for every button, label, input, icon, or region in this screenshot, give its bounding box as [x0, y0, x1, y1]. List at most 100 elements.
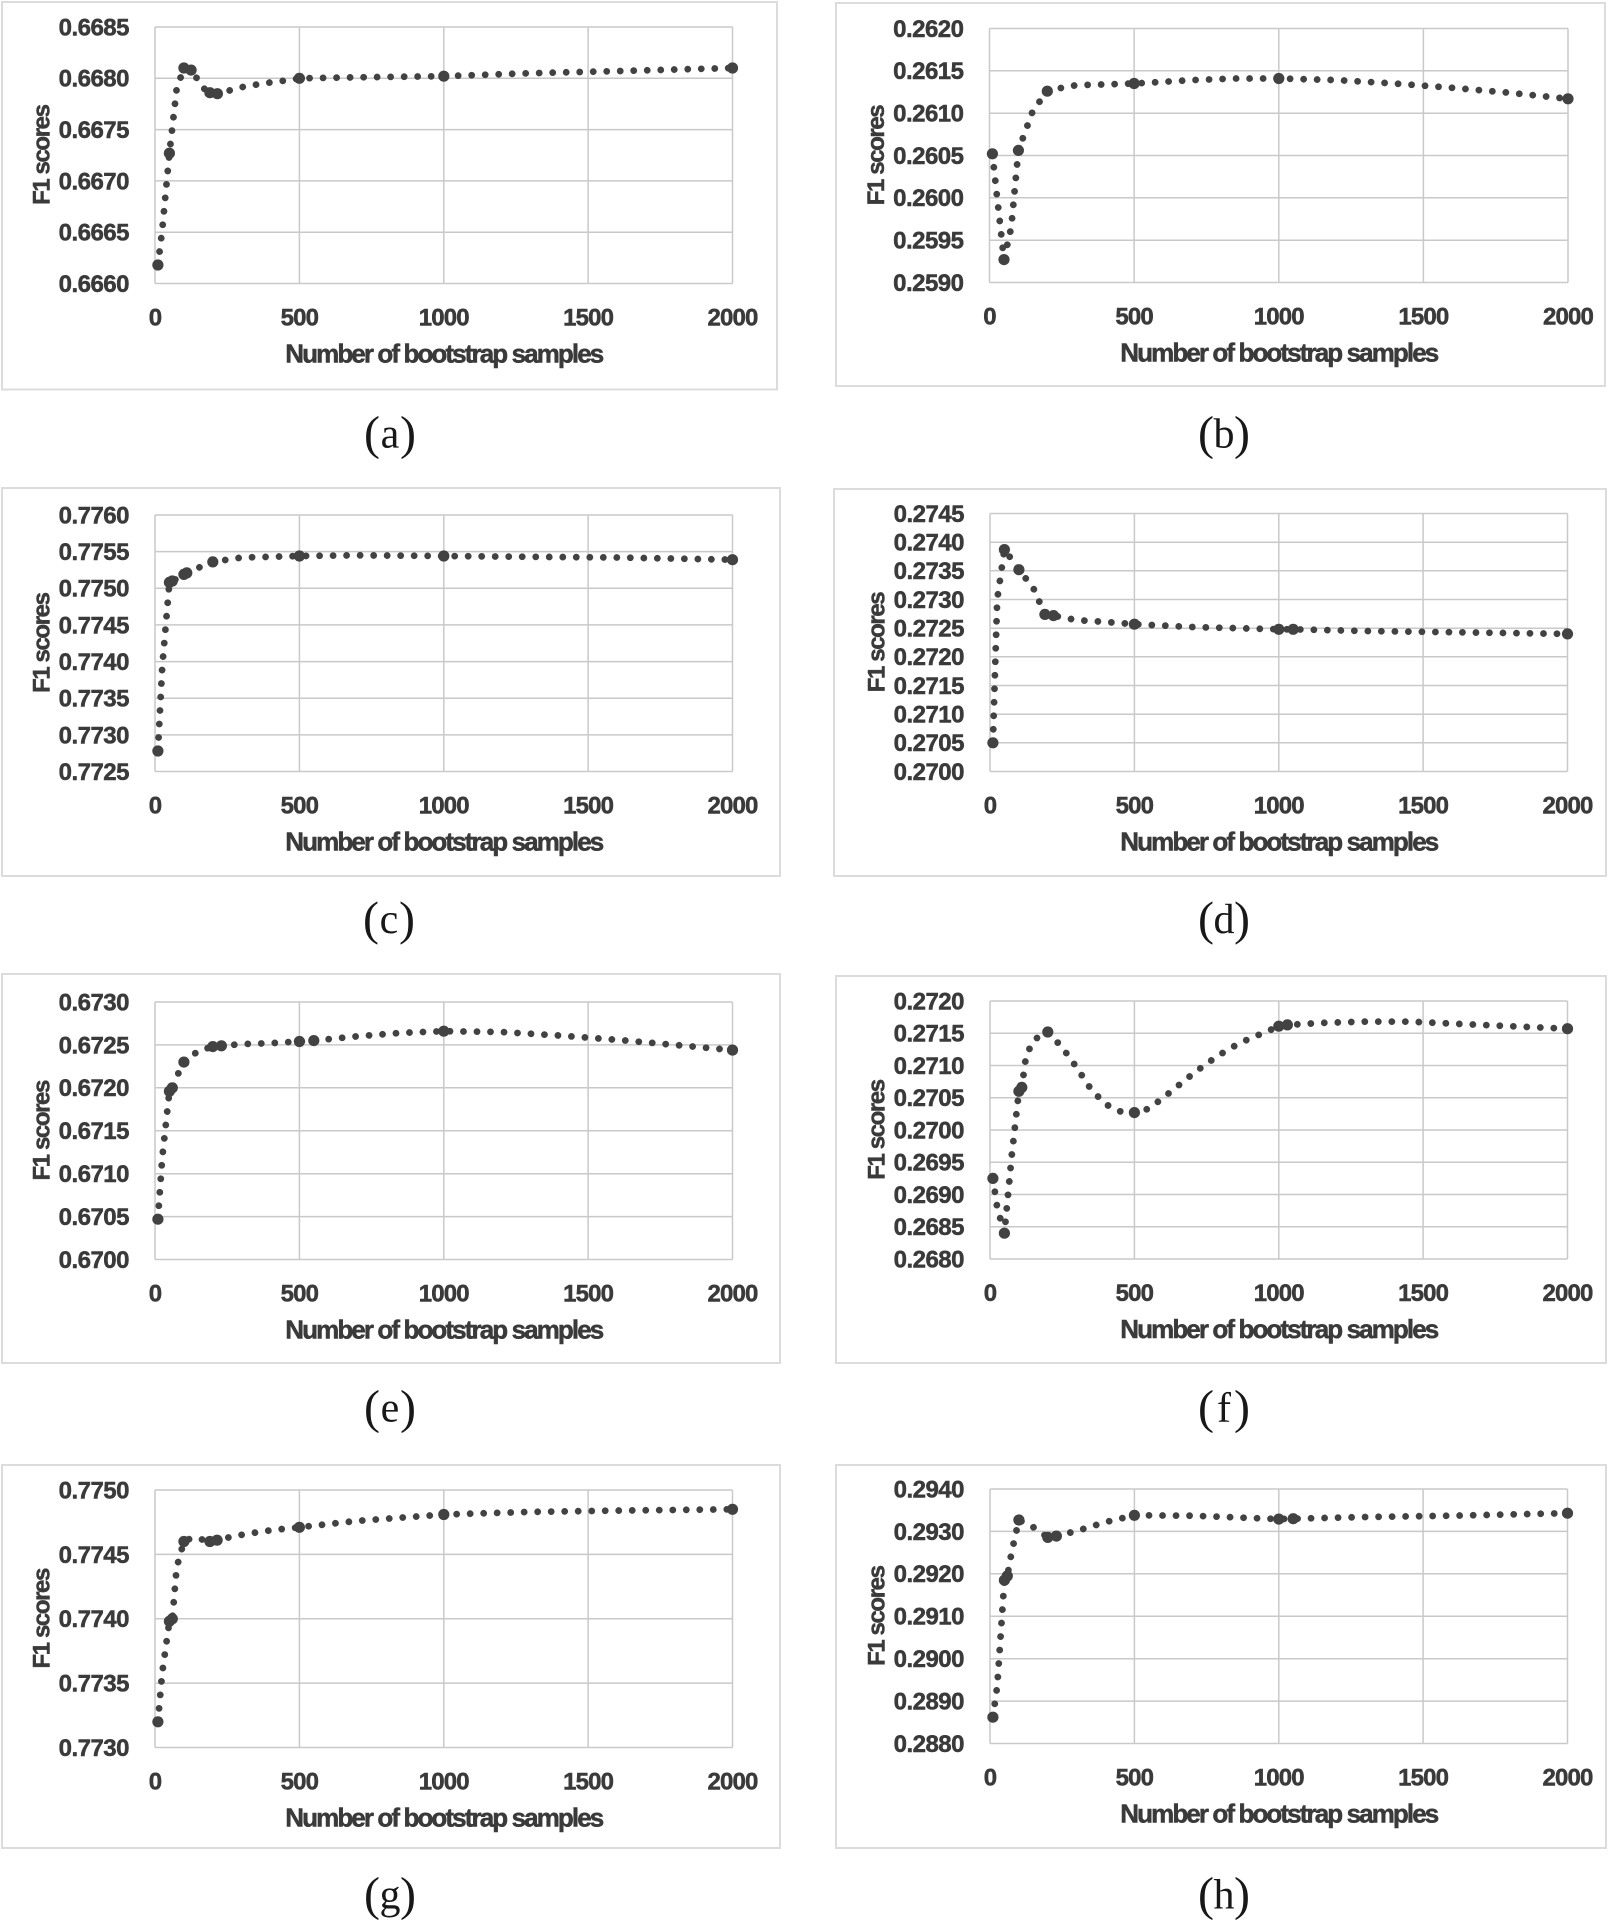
svg-text:0.2910: 0.2910 [894, 1604, 965, 1631]
svg-text:2000: 2000 [1543, 304, 1593, 331]
svg-text:Number of bootstrap samples: Number of bootstrap samples [285, 339, 604, 369]
svg-text:0.2685: 0.2685 [894, 1214, 965, 1241]
svg-text:2000: 2000 [708, 1281, 758, 1308]
svg-text:0.7745: 0.7745 [59, 1542, 130, 1569]
svg-text:(: ( [1198, 407, 1214, 460]
svg-text:500: 500 [1115, 304, 1153, 331]
svg-text:d: d [1214, 897, 1235, 943]
svg-text:0.2700: 0.2700 [894, 1117, 965, 1144]
svg-text:1000: 1000 [419, 305, 469, 332]
svg-text:0.7745: 0.7745 [59, 612, 130, 639]
svg-text:0.2710: 0.2710 [894, 702, 965, 729]
svg-text:0.2900: 0.2900 [894, 1646, 965, 1673]
svg-text:0.2710: 0.2710 [894, 1053, 965, 1080]
svg-text:1000: 1000 [1254, 1280, 1304, 1307]
svg-text:F1 scores: F1 scores [28, 592, 55, 693]
svg-text:0.6675: 0.6675 [59, 117, 130, 144]
svg-text:Number of bootstrap samples: Number of bootstrap samples [1120, 1799, 1439, 1829]
svg-text:2000: 2000 [708, 305, 758, 332]
svg-text:0.6660: 0.6660 [59, 271, 130, 298]
svg-text:0: 0 [984, 793, 997, 820]
svg-text:0.7735: 0.7735 [59, 686, 130, 713]
svg-text:0.2720: 0.2720 [894, 988, 965, 1015]
svg-text:500: 500 [1116, 793, 1154, 820]
svg-text:0.6720: 0.6720 [59, 1075, 130, 1102]
svg-text:0: 0 [149, 1281, 162, 1308]
svg-text:0.2720: 0.2720 [894, 644, 965, 671]
svg-text:1000: 1000 [419, 1769, 469, 1796]
svg-text:500: 500 [281, 1281, 319, 1308]
svg-text:1500: 1500 [1398, 1765, 1448, 1792]
svg-text:0.2590: 0.2590 [893, 270, 964, 297]
svg-text:2000: 2000 [1543, 1765, 1593, 1792]
svg-text:500: 500 [281, 1769, 319, 1796]
svg-text:0.7750: 0.7750 [59, 1477, 130, 1504]
svg-text:0.7730: 0.7730 [59, 722, 130, 749]
svg-text:1500: 1500 [1398, 1280, 1448, 1307]
svg-text:500: 500 [1116, 1765, 1154, 1792]
svg-text:0.2690: 0.2690 [894, 1182, 965, 1209]
svg-text:): ) [399, 893, 415, 946]
svg-text:0.2740: 0.2740 [894, 530, 965, 557]
svg-text:0.2745: 0.2745 [894, 501, 965, 528]
svg-text:0.2595: 0.2595 [893, 228, 964, 255]
svg-text:1500: 1500 [563, 1281, 613, 1308]
svg-text:1000: 1000 [1254, 793, 1304, 820]
svg-text:0.2705: 0.2705 [894, 730, 965, 757]
svg-text:F1 scores: F1 scores [863, 592, 890, 693]
svg-text:0.2680: 0.2680 [894, 1246, 965, 1273]
svg-text:1000: 1000 [1254, 304, 1304, 331]
svg-text:0.7750: 0.7750 [59, 576, 130, 603]
svg-text:a: a [381, 412, 400, 458]
svg-text:0.2695: 0.2695 [894, 1150, 965, 1177]
svg-text:F1 scores: F1 scores [28, 1080, 55, 1181]
svg-text:): ) [400, 1868, 416, 1920]
svg-text:): ) [1234, 1868, 1250, 1920]
svg-text:0.2880: 0.2880 [894, 1731, 965, 1758]
svg-text:0.7725: 0.7725 [59, 759, 130, 786]
svg-text:Number of bootstrap samples: Number of bootstrap samples [285, 1315, 604, 1345]
svg-text:(: ( [1198, 893, 1214, 946]
svg-text:0.7740: 0.7740 [59, 649, 130, 676]
svg-text:0: 0 [149, 305, 162, 332]
svg-text:e: e [381, 1386, 400, 1432]
svg-text:b: b [1214, 412, 1235, 458]
svg-text:F1 scores: F1 scores [863, 1565, 890, 1666]
svg-text:): ) [400, 1381, 416, 1434]
svg-text:0: 0 [149, 793, 162, 820]
svg-text:0.2700: 0.2700 [894, 759, 965, 786]
svg-text:0.6700: 0.6700 [59, 1247, 130, 1274]
svg-text:0.2620: 0.2620 [893, 16, 964, 43]
svg-text:(: ( [1198, 1868, 1214, 1920]
svg-text:0.2705: 0.2705 [894, 1085, 965, 1112]
svg-text:(: ( [364, 1381, 380, 1434]
svg-text:2000: 2000 [708, 793, 758, 820]
svg-text:0.7730: 0.7730 [59, 1735, 130, 1762]
svg-text:Number of bootstrap samples: Number of bootstrap samples [1120, 827, 1439, 857]
svg-text:1500: 1500 [1398, 304, 1448, 331]
svg-text:0.6725: 0.6725 [59, 1032, 130, 1059]
svg-text:500: 500 [1116, 1280, 1154, 1307]
svg-text:500: 500 [281, 793, 319, 820]
svg-text:1000: 1000 [419, 1281, 469, 1308]
svg-text:1500: 1500 [563, 305, 613, 332]
svg-text:0.2600: 0.2600 [893, 185, 964, 212]
svg-text:f: f [1217, 1386, 1231, 1432]
svg-text:(: ( [363, 893, 379, 946]
svg-text:h: h [1214, 1873, 1235, 1919]
svg-text:0.2730: 0.2730 [894, 587, 965, 614]
svg-text:0.2940: 0.2940 [894, 1476, 965, 1503]
svg-text:(: ( [1198, 1381, 1214, 1434]
svg-text:0.6710: 0.6710 [59, 1161, 130, 1188]
svg-text:c: c [380, 897, 399, 943]
svg-text:0.7740: 0.7740 [59, 1606, 130, 1633]
svg-text:0.6715: 0.6715 [59, 1118, 130, 1145]
svg-text:Number of bootstrap samples: Number of bootstrap samples [285, 1803, 604, 1833]
svg-text:0.2725: 0.2725 [894, 616, 965, 643]
svg-text:F1 scores: F1 scores [28, 1568, 55, 1669]
svg-text:0.6665: 0.6665 [59, 220, 130, 247]
svg-text:0.7760: 0.7760 [59, 502, 130, 529]
svg-text:): ) [1234, 893, 1250, 946]
svg-text:): ) [1234, 407, 1250, 460]
svg-text:0.7735: 0.7735 [59, 1671, 130, 1698]
